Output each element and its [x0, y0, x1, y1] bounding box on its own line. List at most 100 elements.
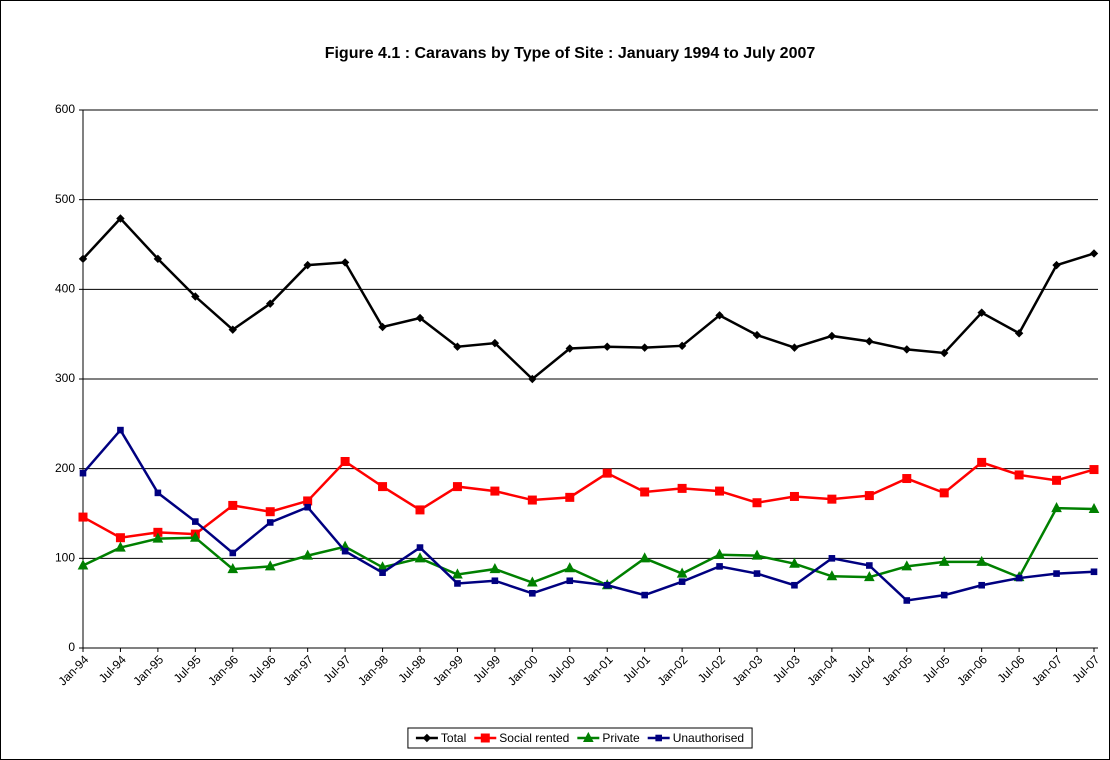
marker — [902, 345, 911, 354]
marker — [902, 474, 912, 484]
marker — [341, 547, 349, 555]
marker — [378, 482, 388, 492]
marker — [565, 344, 574, 353]
marker — [78, 512, 88, 522]
marker — [1052, 475, 1062, 485]
marker — [1051, 502, 1062, 513]
marker — [715, 311, 724, 320]
marker — [828, 555, 836, 562]
y-tick-label: 500 — [55, 192, 75, 206]
marker — [676, 567, 688, 578]
marker — [716, 563, 723, 570]
marker — [977, 457, 987, 467]
marker — [640, 343, 649, 352]
marker — [752, 498, 762, 508]
marker — [864, 571, 875, 582]
marker — [602, 468, 612, 478]
marker — [938, 555, 950, 566]
marker — [340, 258, 350, 267]
marker — [977, 308, 986, 317]
marker — [527, 495, 537, 505]
marker — [79, 469, 87, 477]
marker — [490, 338, 500, 348]
marker — [491, 577, 499, 585]
marker — [452, 482, 462, 492]
marker — [1014, 470, 1024, 480]
marker — [191, 292, 200, 301]
marker — [266, 299, 275, 308]
series-line — [82, 506, 1095, 587]
marker — [864, 491, 874, 501]
marker — [77, 559, 89, 570]
marker — [416, 544, 424, 551]
y-tick-label: 0 — [68, 640, 75, 654]
series-line — [82, 427, 1095, 602]
marker — [303, 496, 313, 506]
marker — [1053, 570, 1060, 577]
legend-label: Social rented — [499, 731, 569, 745]
marker — [715, 486, 725, 496]
marker — [379, 569, 386, 576]
y-tick-label: 300 — [55, 371, 75, 385]
marker — [1089, 465, 1099, 475]
marker — [677, 341, 687, 351]
marker — [303, 260, 312, 270]
marker — [115, 541, 126, 552]
y-tick-label: 100 — [55, 551, 75, 565]
marker — [655, 734, 662, 742]
marker — [153, 254, 163, 264]
marker — [378, 322, 387, 332]
marker — [677, 483, 687, 493]
marker — [190, 531, 201, 542]
marker — [791, 581, 798, 589]
marker — [117, 426, 124, 434]
marker — [116, 214, 125, 223]
y-tick-label: 200 — [55, 461, 75, 475]
marker — [640, 487, 650, 497]
y-tick-label: 400 — [55, 282, 75, 296]
marker — [528, 374, 537, 384]
marker — [527, 576, 538, 587]
marker — [940, 348, 949, 358]
marker — [266, 519, 274, 526]
marker — [603, 581, 611, 589]
marker — [564, 562, 576, 573]
marker — [603, 342, 612, 351]
marker — [152, 532, 164, 543]
marker — [827, 494, 837, 504]
series-line — [82, 216, 1095, 381]
marker — [751, 549, 763, 560]
marker — [678, 578, 686, 585]
legend-label: Private — [602, 731, 640, 745]
marker — [415, 313, 425, 323]
marker — [414, 552, 426, 563]
marker — [264, 560, 276, 571]
marker — [790, 343, 799, 352]
marker — [1015, 574, 1023, 582]
legend: Total Social rented Private Unauthorised — [407, 727, 753, 749]
marker — [582, 731, 594, 742]
marker — [901, 560, 913, 571]
marker — [340, 456, 350, 466]
marker — [480, 733, 490, 743]
marker — [826, 570, 838, 581]
marker — [827, 331, 837, 341]
marker — [566, 577, 574, 585]
series-line — [82, 459, 1095, 540]
marker — [490, 486, 500, 496]
marker — [789, 491, 799, 501]
marker — [1088, 502, 1100, 514]
marker — [422, 733, 432, 743]
marker — [1014, 329, 1024, 338]
marker — [639, 552, 650, 563]
marker — [529, 590, 536, 597]
legend-label: Unauthorised — [673, 731, 744, 745]
marker — [227, 563, 239, 574]
marker — [641, 591, 648, 599]
marker — [753, 570, 761, 577]
marker — [228, 325, 237, 334]
marker — [228, 500, 238, 510]
legend-label: Total — [441, 731, 466, 745]
